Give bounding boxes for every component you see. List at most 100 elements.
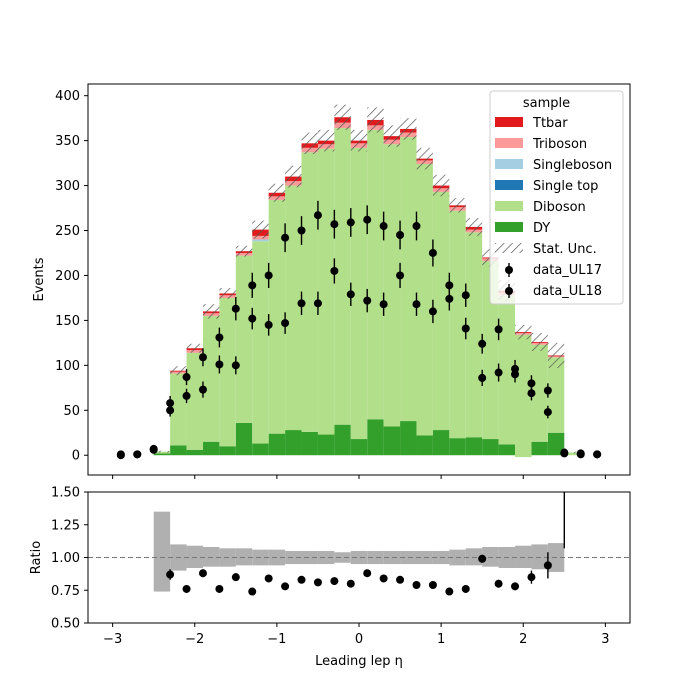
- y-tick-label: 150: [55, 314, 80, 329]
- x-tick-label: −2: [185, 632, 204, 647]
- bar-diboson: [170, 373, 187, 446]
- ratio-point: [543, 561, 552, 570]
- bar-dy: [186, 449, 203, 456]
- x-tick-label: 2: [519, 632, 527, 647]
- bar-dy: [400, 421, 417, 456]
- stat-unc-band: [432, 174, 450, 197]
- stat-unc-band: [186, 343, 203, 353]
- stat-unc-band: [564, 451, 581, 454]
- bar-dy: [367, 419, 384, 456]
- bar-diboson: [432, 191, 450, 431]
- data-point-data_UL17: [396, 231, 405, 240]
- main-panel: 0 50 100 150 200 250 300 350 400 Events sample Ttba…: [32, 83, 631, 479]
- bar-diboson: [515, 334, 532, 458]
- legend-swatch-stat-unc: [495, 243, 523, 253]
- ratio-point: [313, 578, 322, 587]
- data-point-data_UL18: [313, 299, 322, 308]
- data-point-data_UL18: [330, 266, 339, 275]
- stat-unc-band: [170, 366, 187, 376]
- ratio-point: [478, 554, 487, 563]
- stat-unc-band: [301, 132, 318, 155]
- bar-dy: [547, 432, 565, 456]
- y-tick-label: 300: [55, 179, 80, 194]
- stat-unc-band: [268, 183, 286, 202]
- stat-unc-band: [350, 129, 368, 152]
- ratio-unc-band: [350, 550, 368, 565]
- ratio-y-tick-label: 0.75: [51, 584, 80, 599]
- data-point-data_UL18: [478, 373, 487, 382]
- ratio-panel: 0.50 0.75 1.00 1.25 1.50 −3 −2 −1 0 1 2 3 Ratio Leadi…: [29, 486, 631, 669]
- stat-unc-band: [202, 304, 220, 319]
- ratio-unc-band: [202, 547, 220, 567]
- data-point-data_UL17: [215, 333, 224, 342]
- data-point-data_UL17: [346, 218, 355, 227]
- bar-dy: [317, 434, 335, 456]
- ratio-point: [363, 569, 372, 578]
- x-tick-label: 1: [437, 632, 445, 647]
- y-tick-label: 0: [72, 449, 80, 464]
- bar-dy: [301, 431, 318, 456]
- bar-diboson: [219, 297, 236, 447]
- bar-dy: [498, 444, 516, 456]
- bar-dy: [416, 435, 433, 456]
- y-axis-label: Events: [32, 257, 47, 301]
- data-point-data_UL17: [363, 215, 372, 224]
- bar-diboson: [301, 152, 318, 432]
- x-tick-label: −3: [103, 632, 122, 647]
- stat-unc-band: [334, 104, 351, 130]
- ratio-unc-band: [285, 550, 302, 565]
- stat-unc-band: [465, 217, 483, 236]
- legend-title: sample: [523, 96, 570, 111]
- data-point-data_UL17: [445, 281, 454, 290]
- ratio-point: [379, 574, 388, 583]
- data-point-data_UL18: [576, 450, 585, 459]
- ratio-unc-band: [186, 545, 203, 568]
- bar-dy: [170, 445, 187, 456]
- stat-unc-band: [219, 288, 236, 299]
- bar-diboson: [383, 144, 401, 427]
- x-axis-label: Leading lep η: [315, 654, 403, 669]
- stat-unc-band: [515, 324, 532, 340]
- ratio-point: [264, 574, 273, 583]
- legend-label: Ttbar: [532, 116, 568, 131]
- data-point-data_UL17: [494, 325, 503, 334]
- bar-diboson: [547, 357, 565, 433]
- legend-label: Stat. Unc.: [533, 242, 597, 257]
- bar-dy: [252, 443, 269, 456]
- data-point-data_UL17: [231, 304, 240, 313]
- bar-diboson: [531, 344, 548, 442]
- bar-diboson: [252, 241, 269, 444]
- ratio-y-tick-label: 1.00: [51, 551, 80, 566]
- legend-marker-data_UL18: [505, 287, 513, 295]
- bar-diboson: [416, 163, 433, 436]
- data-point-data_UL17: [198, 353, 207, 362]
- legend-box: [489, 90, 624, 305]
- stat-unc-band: [400, 118, 417, 140]
- bar-dy: [465, 437, 483, 456]
- stat-unc-band: [235, 245, 253, 257]
- data-point-data_UL17: [248, 281, 257, 290]
- bar-diboson: [465, 232, 483, 438]
- data-point-data_UL18: [346, 290, 355, 299]
- x-tick-label: 3: [601, 632, 609, 647]
- y-tick-label: 50: [63, 404, 80, 419]
- bar-dy: [285, 430, 302, 456]
- data-point-data_UL17: [166, 399, 175, 408]
- ratio-y-tick-label: 0.50: [51, 617, 80, 632]
- ratio-point: [248, 587, 257, 596]
- ratio-point: [166, 570, 175, 579]
- legend-label: Singleboson: [533, 158, 612, 173]
- bar-diboson: [564, 452, 581, 456]
- data-point-data_UL18: [461, 324, 470, 333]
- data-point-data_UL18: [396, 271, 405, 280]
- bar-dy: [219, 446, 236, 456]
- ratio-point: [461, 584, 470, 593]
- ratio-point: [330, 577, 339, 586]
- stat-unc-band: [153, 450, 171, 453]
- ratio-y-tick-label: 1.50: [51, 486, 80, 501]
- bar-dy: [268, 433, 286, 456]
- bar-diboson: [317, 148, 335, 435]
- data-point-data_UL18: [593, 450, 602, 459]
- data-point-data_UL18: [133, 450, 142, 459]
